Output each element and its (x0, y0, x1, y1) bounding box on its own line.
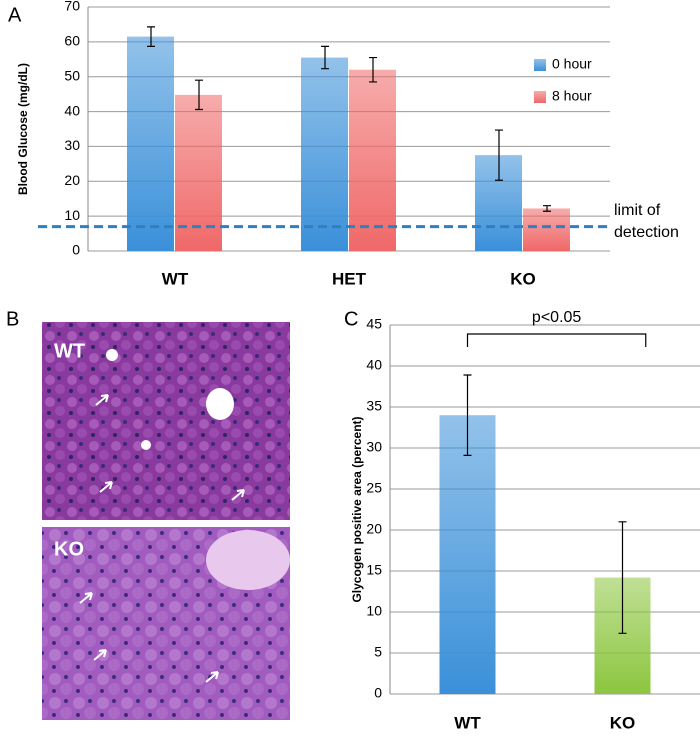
y-tick-label: 25 (366, 480, 382, 496)
bar (127, 36, 174, 251)
error-bar (369, 56, 377, 83)
bar (349, 69, 396, 251)
panel-label: C (344, 308, 358, 330)
y-tick-label: 30 (366, 439, 382, 455)
panel-label: B (6, 308, 19, 330)
y-tick-label: 40 (366, 357, 382, 373)
y-tick-label: 20 (64, 172, 80, 188)
y-tick-label: 60 (64, 33, 80, 49)
y-tick-label: 0 (72, 242, 80, 258)
error-bar (321, 45, 329, 70)
reference-label: limit of detection (614, 202, 679, 241)
x-tick-label: HET (332, 269, 367, 288)
x-tick-label: KO (610, 713, 636, 732)
legend-label: 8 hour (552, 88, 592, 104)
bar (301, 57, 348, 251)
x-tick-label: KO (510, 269, 536, 288)
x-tick-label: WT (162, 269, 189, 288)
y-tick-label: 50 (64, 67, 80, 83)
y-axis-label: Glycogen positive area (percent) (350, 416, 364, 602)
y-tick-label: 45 (366, 316, 382, 332)
bar (175, 94, 222, 251)
y-tick-label: 15 (366, 562, 382, 578)
y-tick-label: 5 (374, 644, 382, 660)
micrograph-wt (42, 322, 290, 520)
y-tick-label: 40 (64, 102, 80, 118)
error-bar (195, 79, 203, 111)
error-bar (147, 26, 155, 47)
significance-bracket (466, 333, 647, 347)
micrograph-label: WT (54, 340, 85, 362)
y-axis-label: Blood Glucose (mg/dL) (16, 63, 30, 195)
y-tick-label: 70 (64, 0, 80, 14)
y-tick-label: 0 (374, 685, 382, 701)
y-tick-label: 20 (366, 521, 382, 537)
error-bar (543, 205, 551, 212)
error-bar (463, 374, 472, 456)
y-tick-label: 10 (366, 603, 382, 619)
bar (439, 415, 496, 694)
bar (523, 208, 570, 251)
y-tick-label: 30 (64, 137, 80, 153)
error-bar (618, 521, 627, 634)
y-tick-label: 10 (64, 207, 80, 223)
micrographs: WT KO (42, 322, 290, 720)
legend-swatch (534, 91, 546, 103)
y-tick-label: 35 (366, 398, 382, 414)
legend-swatch (534, 59, 546, 71)
error-bar (495, 129, 503, 181)
legend-label: 0 hour (552, 56, 592, 72)
panel-label: A (8, 4, 22, 26)
x-tick-label: WT (454, 713, 481, 732)
annotation: p<0.05 (532, 309, 581, 326)
micrograph-label: KO (54, 538, 84, 560)
